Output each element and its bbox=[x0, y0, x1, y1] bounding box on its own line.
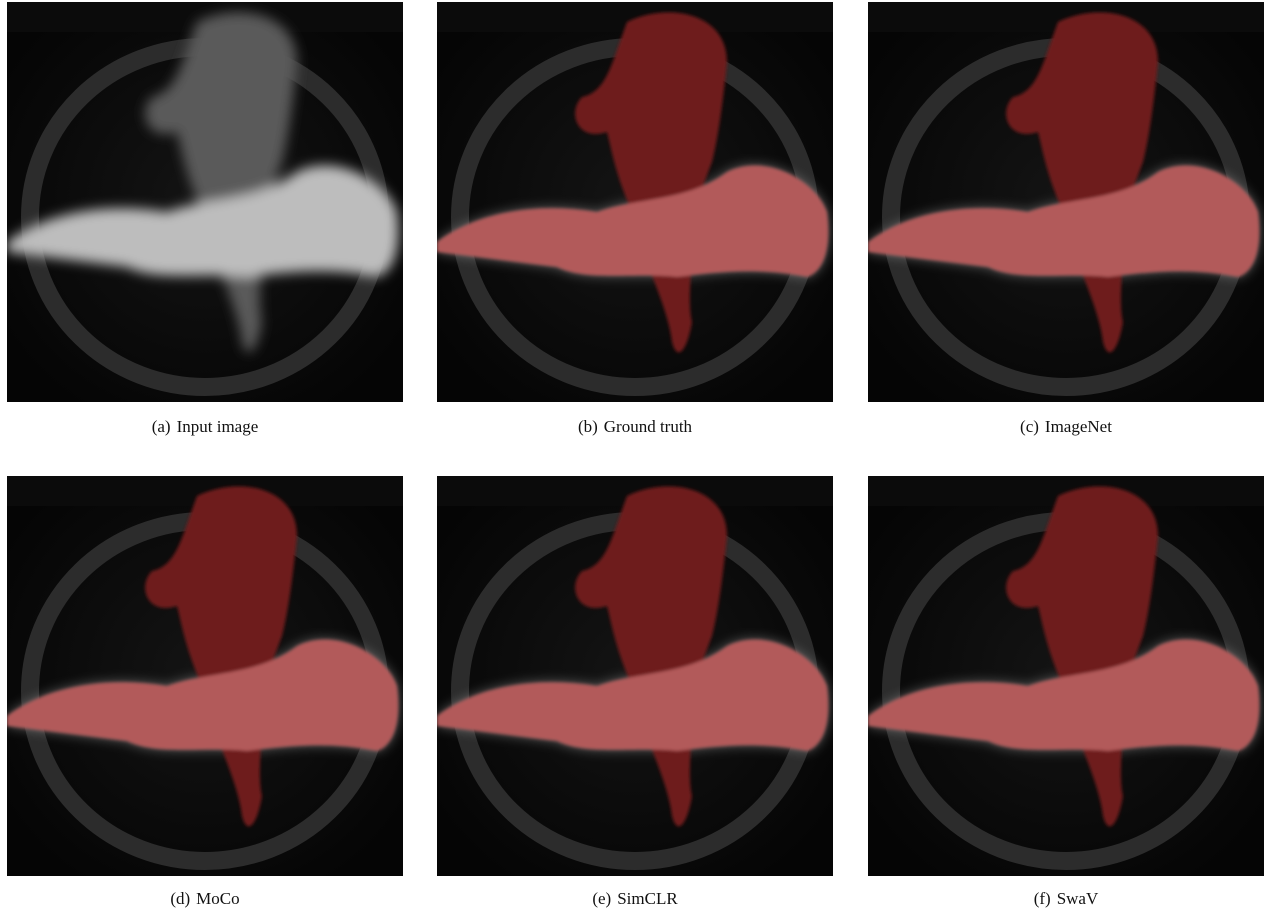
caption: (a) Input image bbox=[7, 417, 403, 437]
caption: (c) ImageNet bbox=[868, 417, 1264, 437]
caption: (d) MoCo bbox=[7, 889, 403, 909]
panel-image bbox=[7, 2, 403, 402]
caption-caption: ImageNet bbox=[1045, 417, 1112, 436]
caption: (e) SimCLR bbox=[437, 889, 833, 909]
panel-image bbox=[868, 476, 1264, 876]
panel-image bbox=[437, 2, 833, 402]
caption-caption: Ground truth bbox=[604, 417, 692, 436]
caption-label: (d) bbox=[170, 889, 190, 908]
caption-caption: Input image bbox=[177, 417, 259, 436]
caption: (b) Ground truth bbox=[437, 417, 833, 437]
caption-caption: SwaV bbox=[1057, 889, 1099, 908]
caption-label: (b) bbox=[578, 417, 598, 436]
caption-caption: SimCLR bbox=[617, 889, 677, 908]
caption-label: (e) bbox=[592, 889, 611, 908]
panel-image bbox=[7, 476, 403, 876]
panel-image bbox=[868, 2, 1264, 402]
figure: (a) Input image (b) Ground truth (c) ImageNet… bbox=[0, 0, 1265, 917]
panel-image bbox=[437, 476, 833, 876]
caption-label: (c) bbox=[1020, 417, 1039, 436]
caption-caption: MoCo bbox=[196, 889, 239, 908]
caption-label: (a) bbox=[152, 417, 171, 436]
caption-label: (f) bbox=[1034, 889, 1051, 908]
caption: (f) SwaV bbox=[868, 889, 1264, 909]
